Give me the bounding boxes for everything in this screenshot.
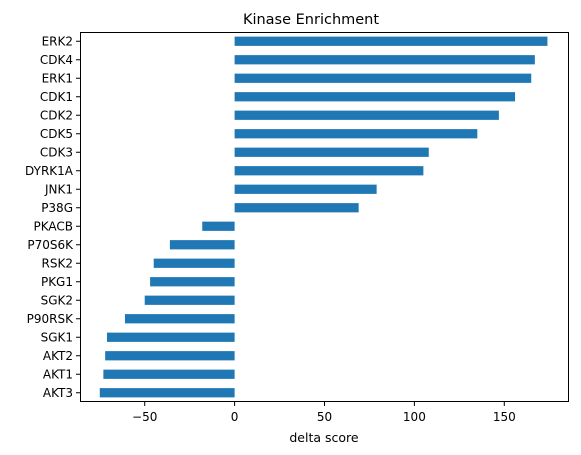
bar-pkg1 <box>150 277 235 287</box>
x-tick-label: 50 <box>317 410 332 424</box>
y-tick-label: PKACB <box>33 219 73 233</box>
y-tick-label: CDK1 <box>40 90 73 104</box>
x-tick-label: −50 <box>132 410 157 424</box>
bar-rsk2 <box>153 258 235 268</box>
y-tick-label: PKG1 <box>41 275 73 289</box>
bar-group <box>99 36 548 398</box>
y-tick-label: CDK5 <box>40 127 73 141</box>
x-axis-ticks: −50 0 50 100 150 <box>132 402 516 424</box>
x-tick-label: 150 <box>493 410 516 424</box>
bar-p38g <box>234 203 359 213</box>
y-tick-label: SGK2 <box>41 293 73 307</box>
bar-cdk5 <box>234 129 478 139</box>
bar-akt3 <box>99 388 235 398</box>
y-tick-label: CDK3 <box>40 145 73 159</box>
y-tick-label: P90RSK <box>27 312 74 326</box>
y-tick-label: JNK1 <box>44 182 73 196</box>
bar-p90rsk <box>124 314 235 324</box>
bar-cdk3 <box>234 147 429 157</box>
y-tick-label: RSK2 <box>42 256 73 270</box>
y-tick-label: ERK1 <box>42 71 73 85</box>
bar-pkacb <box>202 221 235 231</box>
x-axis-label: delta score <box>289 430 359 445</box>
y-tick-label: AKT2 <box>43 349 73 363</box>
y-tick-label: DYRK1A <box>25 164 74 178</box>
y-tick-label: P38G <box>41 201 73 215</box>
bar-cdk4 <box>234 55 535 65</box>
y-tick-label: AKT1 <box>43 367 73 381</box>
plot-frame <box>80 32 569 402</box>
y-tick-label: ERK2 <box>42 34 73 48</box>
y-tick-label: CDK4 <box>40 53 73 67</box>
y-tick-label: CDK2 <box>40 108 73 122</box>
y-axis-ticks: ERK2 CDK4 ERK1 CDK1 CDK2 CDK5 CDK3 DYRK1A JNK1 P3… <box>25 34 80 400</box>
x-tick-label: 100 <box>403 410 426 424</box>
bar-jnk1 <box>234 184 377 194</box>
y-tick-label: AKT3 <box>43 386 73 400</box>
bar-akt2 <box>105 351 235 361</box>
chart-title: Kinase Enrichment <box>243 12 379 28</box>
y-tick-label: P70S6K <box>27 238 74 252</box>
bar-p70s6k <box>169 240 235 250</box>
y-tick-label: SGK1 <box>41 330 73 344</box>
bar-akt1 <box>103 369 235 379</box>
bar-cdk2 <box>234 110 499 120</box>
bar-dyrk1a <box>234 166 424 176</box>
bar-cdk1 <box>234 92 516 102</box>
bar-sgk2 <box>144 295 235 305</box>
x-tick-label: 0 <box>231 410 239 424</box>
bar-erk1 <box>234 73 532 83</box>
bar-sgk1 <box>106 332 235 342</box>
bar-erk2 <box>234 36 548 46</box>
